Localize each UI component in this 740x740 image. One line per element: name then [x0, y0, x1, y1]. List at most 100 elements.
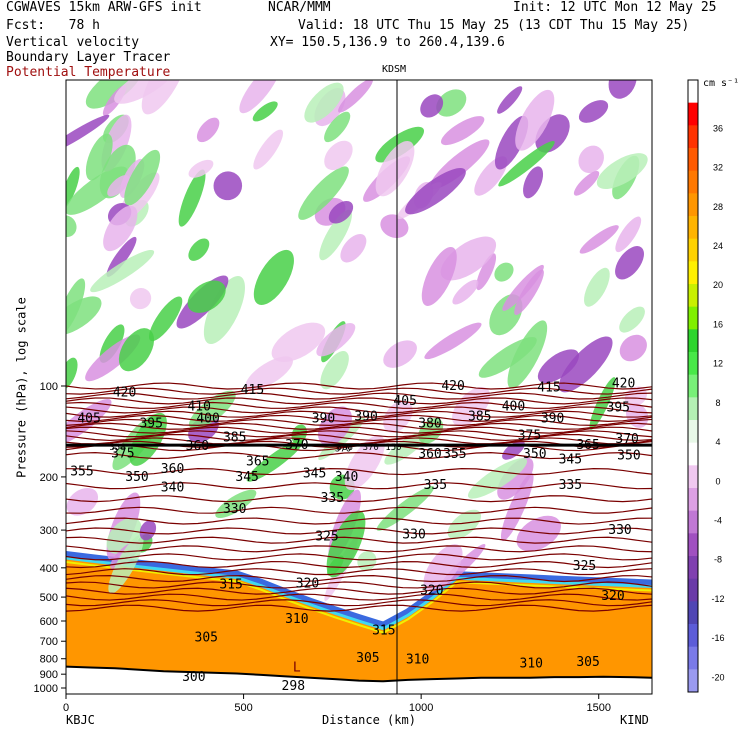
- velocity-cell: [129, 287, 152, 310]
- velocity-cell: [608, 80, 637, 99]
- velocity-cell: [405, 168, 466, 215]
- theta-contour: [66, 495, 652, 503]
- velocity-cell: [188, 159, 214, 178]
- theta-label: 335: [424, 478, 447, 493]
- velocity-cell: [245, 356, 293, 391]
- velocity-cell: [615, 216, 642, 253]
- theta-contour: [66, 581, 652, 589]
- theta-label: 315: [372, 623, 395, 638]
- colorbar-tick-label: -20: [711, 672, 724, 682]
- theta-label: 420: [113, 385, 136, 400]
- y-tick-label: 1000: [34, 683, 58, 695]
- velocity-cell: [452, 279, 479, 305]
- theta-label: 355: [443, 447, 466, 462]
- y-tick-label: 300: [40, 525, 58, 537]
- velocity-cell: [118, 328, 155, 372]
- velocity-cell: [375, 140, 415, 197]
- tracer-label: 358: [109, 443, 125, 453]
- theta-label: 370: [285, 438, 308, 453]
- velocity-cell: [304, 82, 344, 123]
- theta-contour: [66, 433, 652, 442]
- theta-label: 360: [418, 447, 441, 462]
- theta-contour: [66, 506, 652, 514]
- theta-contour: [66, 468, 652, 476]
- velocity-cell: [66, 357, 78, 390]
- colorbar-tick-label: 8: [715, 398, 720, 408]
- theta-label: 390: [312, 411, 335, 426]
- theta-label: 380: [418, 416, 441, 431]
- x-tick-label: 0: [63, 702, 69, 714]
- velocity-cell: [178, 169, 206, 227]
- theta-label: 350: [617, 449, 640, 464]
- velocity-cell: [246, 439, 304, 482]
- theta-contour: [66, 517, 652, 525]
- colorbar-tick-label: 32: [713, 163, 723, 173]
- theta-label: 415: [537, 380, 560, 395]
- colorbar-tick-label: 36: [713, 123, 723, 133]
- y-tick-label: 400: [40, 563, 58, 575]
- colorbar-tick-label: 4: [715, 437, 720, 447]
- velocity-cell: [615, 246, 644, 280]
- theta-label: 335: [321, 491, 344, 506]
- field-boundary-layer-tracer: Boundary Layer Tracer: [6, 50, 171, 65]
- velocity-cell: [139, 520, 157, 541]
- velocity-cell: [383, 340, 417, 368]
- theta-label: 395: [607, 401, 630, 416]
- velocity-cell: [66, 296, 102, 336]
- velocity-cell: [424, 322, 482, 360]
- velocity-cell: [66, 487, 99, 516]
- colorbar-tick-label: 0: [715, 476, 720, 486]
- velocity-cell: [537, 349, 580, 383]
- theta-label: 370: [615, 432, 638, 447]
- endpoint-left: KBJC: [66, 713, 95, 727]
- velocity-cell: [376, 485, 435, 531]
- colorbar-tick-label: -4: [714, 515, 722, 525]
- x-tick-label: 1000: [409, 702, 433, 714]
- model-title: CGWAVES 15km ARW-GFS init: [6, 0, 202, 15]
- colorbar-swatch: [688, 284, 698, 308]
- colorbar-swatch: [688, 510, 698, 534]
- theta-contour: [66, 422, 652, 430]
- theta-label: 320: [296, 576, 319, 591]
- velocity-field: [66, 80, 652, 694]
- x-axis-label: Distance (km): [322, 713, 416, 727]
- theta-contour: [66, 414, 652, 422]
- velocity-cell: [215, 489, 257, 519]
- velocity-cell: [573, 170, 600, 196]
- station-marker-label: KDSM: [382, 64, 407, 75]
- velocity-cell: [596, 153, 648, 189]
- velocity-cell: [421, 246, 457, 306]
- velocity-cell: [103, 205, 138, 252]
- theta-label: 345: [559, 452, 582, 467]
- theta-label: 298: [282, 679, 305, 694]
- y-tick-label: 700: [40, 636, 58, 648]
- velocity-cell: [253, 249, 294, 305]
- velocity-cell: [90, 249, 155, 293]
- colorbar-swatch: [688, 488, 698, 512]
- theta-label: 330: [223, 502, 246, 517]
- colorbar-swatch: [688, 420, 698, 444]
- tracer-label: 150: [385, 443, 401, 453]
- theta-contour: [66, 452, 652, 460]
- theta-label: 325: [315, 529, 338, 544]
- velocity-cell: [494, 262, 514, 282]
- theta-label: 400: [196, 411, 219, 426]
- theta-label: 325: [573, 559, 596, 574]
- theta-label: 360: [161, 462, 184, 477]
- velocity-cell: [436, 89, 467, 117]
- velocity-cell: [319, 209, 352, 261]
- velocity-cell: [327, 555, 344, 576]
- theta-contour: [66, 545, 652, 553]
- theta-label: 365: [576, 438, 599, 453]
- velocity-cell: [320, 351, 349, 390]
- velocity-cell: [324, 111, 351, 143]
- theta-label: 415: [241, 383, 264, 398]
- theta-label: 305: [356, 651, 379, 666]
- velocity-cell: [108, 534, 144, 594]
- velocity-cell: [189, 390, 236, 429]
- tracer-label: 370: [335, 445, 351, 455]
- theta-label: 350: [523, 447, 546, 462]
- velocity-cell: [340, 233, 367, 263]
- theta-contour: [66, 527, 652, 535]
- theta-contour: [66, 561, 652, 569]
